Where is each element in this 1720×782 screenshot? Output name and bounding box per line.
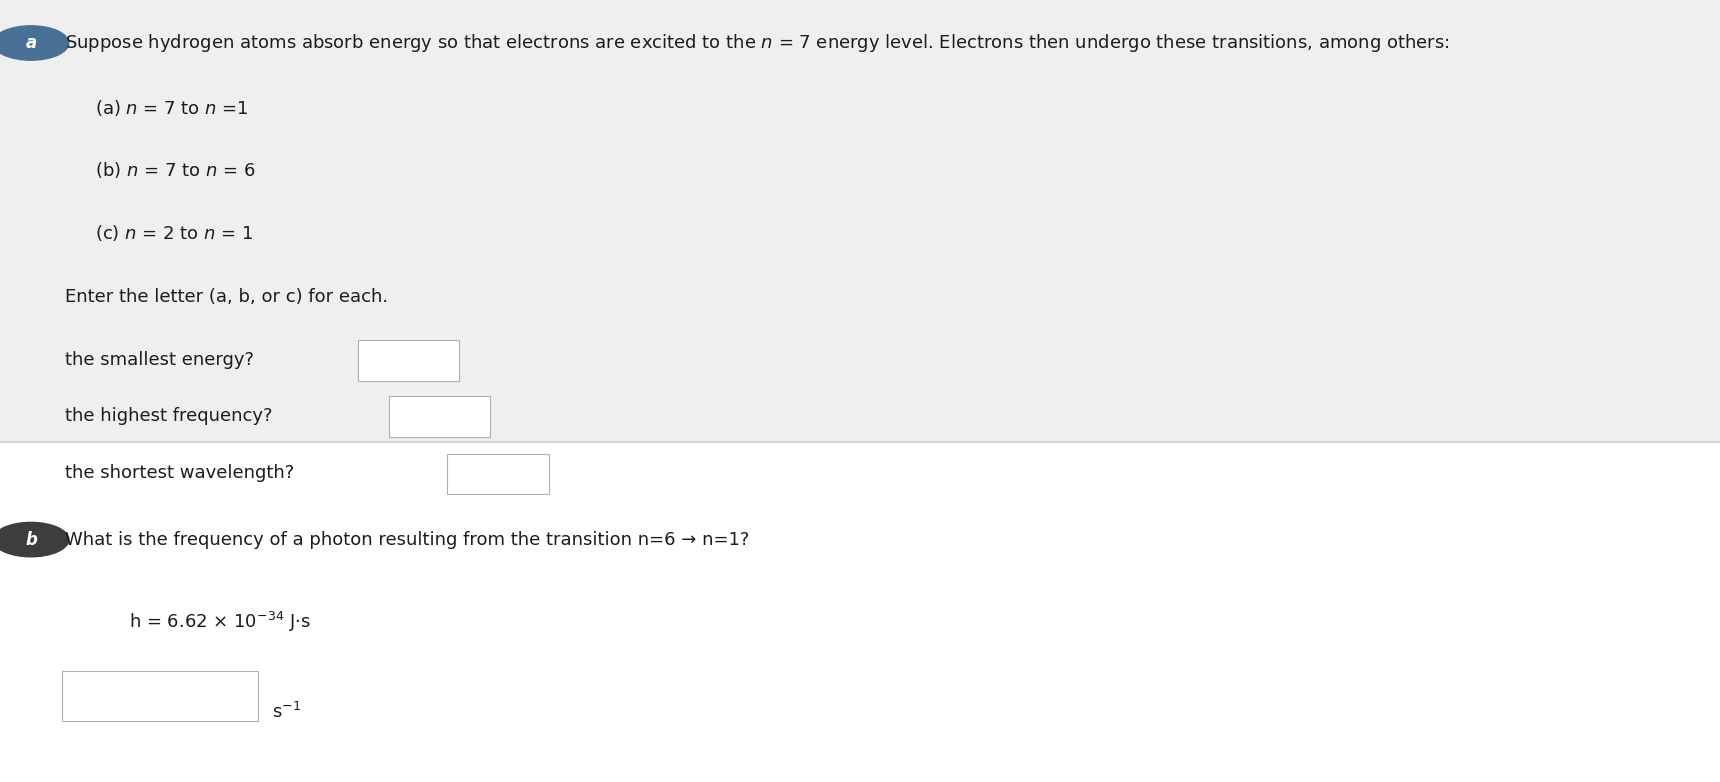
FancyBboxPatch shape [389,396,490,437]
Text: Enter the letter (a, b, or c) for each.: Enter the letter (a, b, or c) for each. [65,288,389,307]
FancyBboxPatch shape [447,454,549,494]
Circle shape [0,522,69,557]
Text: What is the frequency of a photon resulting from the transition n=6 → n=1?: What is the frequency of a photon result… [65,530,750,549]
Text: (b) $n$ = 7 to $n$ = 6: (b) $n$ = 7 to $n$ = 6 [95,160,255,181]
Text: Suppose hydrogen atoms absorb energy so that electrons are excited to the $n$ = : Suppose hydrogen atoms absorb energy so … [65,32,1450,54]
Text: a: a [26,34,36,52]
Text: s$^{-1}$: s$^{-1}$ [272,701,301,722]
FancyBboxPatch shape [0,0,1720,442]
FancyBboxPatch shape [358,340,459,381]
FancyBboxPatch shape [62,671,258,721]
Text: (a) $n$ = 7 to $n$ =1: (a) $n$ = 7 to $n$ =1 [95,98,248,118]
Circle shape [0,26,69,60]
Text: h = 6.62 × 10$^{-34}$ J·s: h = 6.62 × 10$^{-34}$ J·s [129,610,311,633]
Text: the smallest energy?: the smallest energy? [65,350,255,369]
Text: b: b [26,530,36,549]
Text: (c) $n$ = 2 to $n$ = 1: (c) $n$ = 2 to $n$ = 1 [95,223,253,243]
Text: the highest frequency?: the highest frequency? [65,407,273,425]
Text: the shortest wavelength?: the shortest wavelength? [65,464,294,482]
FancyBboxPatch shape [0,442,1720,782]
